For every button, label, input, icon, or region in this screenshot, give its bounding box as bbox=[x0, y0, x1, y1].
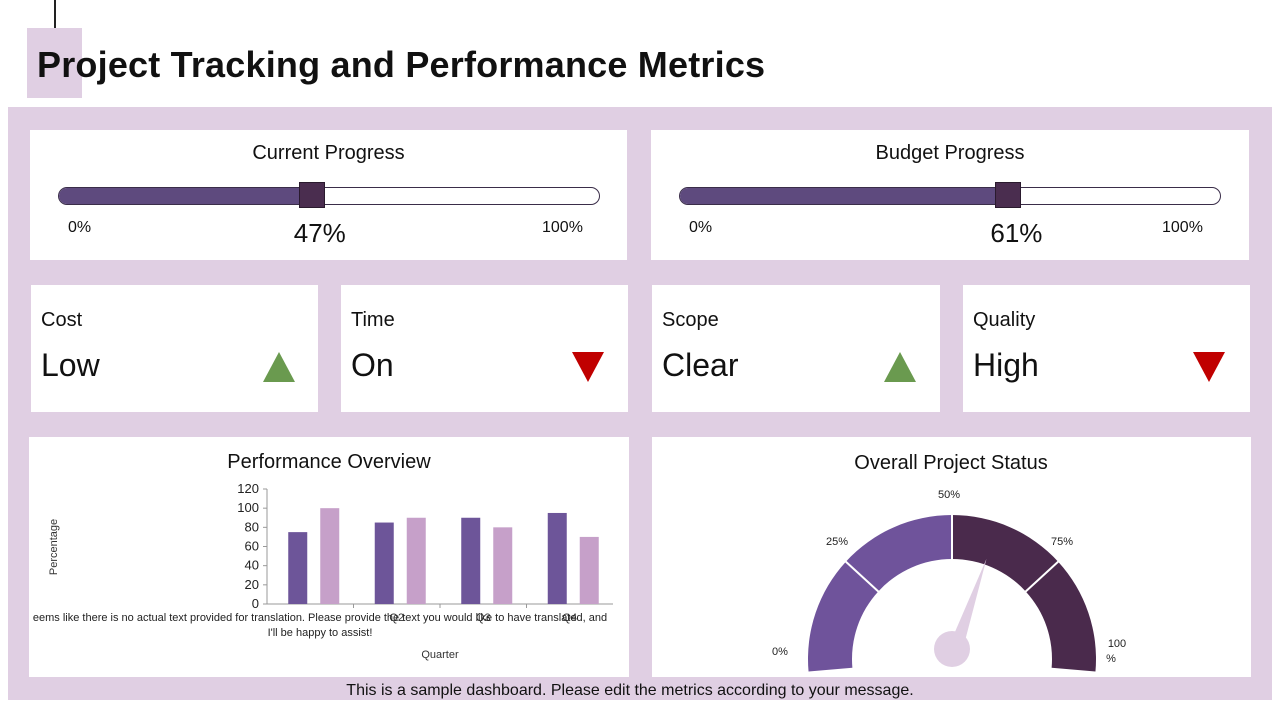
metric-cost-value: Low bbox=[41, 347, 100, 383]
y-tick-label: 0 bbox=[252, 596, 259, 611]
y-tick-label: 60 bbox=[245, 539, 259, 554]
trend-down-icon bbox=[1193, 352, 1225, 382]
bar-q1-series-2 bbox=[320, 508, 340, 604]
current-progress-track bbox=[58, 187, 600, 205]
metric-card-cost: Cost Low bbox=[31, 285, 318, 412]
budget-progress-card: Budget Progress 0% 61% 100% bbox=[651, 130, 1249, 260]
performance-bar-chart: Performance Overview Percentage 0 20 40 60 8… bbox=[48, 451, 613, 661]
budget-progress-track bbox=[679, 187, 1221, 205]
y-tick-label: 100 bbox=[237, 500, 259, 515]
project-status-gauge: Overall Project Status 0% 25% 50% 75% 100% bbox=[772, 452, 1126, 672]
trend-up-icon bbox=[263, 352, 295, 382]
x-tick-label: Q3 bbox=[476, 612, 491, 624]
metric-scope-title: Scope bbox=[662, 309, 719, 331]
x-tick-label: Q4 bbox=[562, 612, 577, 624]
gauge-divider bbox=[844, 560, 880, 593]
budget-progress-fill bbox=[680, 188, 1010, 204]
metric-quality-value: High bbox=[973, 347, 1039, 383]
gauge-needle-hub bbox=[934, 631, 970, 667]
bar-q1-series-1 bbox=[288, 532, 308, 604]
bar-q4-series-2 bbox=[579, 536, 599, 604]
x-tick-label: Q2 bbox=[389, 612, 404, 624]
metric-scope-value: Clear bbox=[662, 347, 739, 383]
budget-progress-title: Budget Progress bbox=[875, 142, 1025, 164]
gauge-label: 25% bbox=[826, 536, 848, 548]
bar-q3-series-2 bbox=[493, 527, 513, 604]
y-tick-label: 120 bbox=[237, 481, 259, 496]
chart-overlay-note: eems like there is no actual text provid… bbox=[32, 612, 608, 639]
current-progress-fill bbox=[59, 188, 313, 204]
y-axis-label: Percentage bbox=[48, 519, 60, 575]
metric-card-time: Time On bbox=[341, 285, 628, 412]
y-tick-label: 20 bbox=[245, 577, 259, 592]
page-title: Project Tracking and Performance Metrics bbox=[37, 44, 766, 85]
gauge-segment-2 bbox=[952, 515, 1096, 672]
budget-progress-value: 61% bbox=[990, 218, 1043, 248]
bar-q4-series-1 bbox=[547, 512, 567, 604]
performance-overview-card: Performance Overview Percentage 0 20 40 60 8… bbox=[29, 437, 629, 677]
y-tick-label: 80 bbox=[245, 519, 259, 534]
budget-progress-min-label: 0% bbox=[689, 219, 713, 236]
gauge-segment-1 bbox=[808, 515, 952, 672]
title-accent-block bbox=[27, 28, 82, 98]
current-progress-max-label: 100% bbox=[542, 219, 583, 236]
gauge-label: 100 bbox=[1108, 638, 1126, 650]
current-progress-min-label: 0% bbox=[68, 219, 92, 236]
gauge-title: Overall Project Status bbox=[854, 452, 1047, 474]
y-tick-label: 40 bbox=[245, 558, 259, 573]
project-status-card: Overall Project Status 0% 25% 50% 75% 100% bbox=[652, 437, 1251, 677]
bar-q2-series-1 bbox=[374, 522, 394, 604]
metric-card-quality: Quality High bbox=[963, 285, 1250, 412]
gauge-label: 75% bbox=[1051, 536, 1073, 548]
metric-quality-title: Quality bbox=[973, 309, 1036, 331]
title-accent-line bbox=[54, 0, 56, 40]
metric-time-value: On bbox=[351, 347, 394, 383]
current-progress-value: 47% bbox=[293, 218, 346, 248]
bar-q2-series-2 bbox=[406, 517, 426, 604]
metric-time-title: Time bbox=[351, 309, 395, 331]
current-progress-card: Current Progress 0% 47% 100% bbox=[30, 130, 627, 260]
trend-up-icon bbox=[884, 352, 916, 382]
gauge-label: 50% bbox=[938, 489, 960, 501]
gauge-label: % bbox=[1106, 653, 1116, 665]
budget-progress-max-label: 100% bbox=[1162, 219, 1203, 236]
gauge-divider bbox=[1024, 560, 1060, 593]
trend-down-icon bbox=[572, 352, 604, 382]
budget-progress-handle[interactable] bbox=[995, 182, 1022, 208]
footer-note: This is a sample dashboard. Please edit … bbox=[346, 682, 914, 699]
chart-title: Performance Overview bbox=[227, 451, 431, 473]
gauge-label: 0% bbox=[772, 646, 788, 658]
x-axis-label: Quarter bbox=[421, 649, 459, 661]
metric-cost-title: Cost bbox=[41, 309, 83, 331]
current-progress-title: Current Progress bbox=[252, 142, 405, 164]
bar-q3-series-1 bbox=[461, 517, 481, 604]
metric-card-scope: Scope Clear bbox=[652, 285, 940, 412]
current-progress-handle[interactable] bbox=[298, 182, 325, 208]
